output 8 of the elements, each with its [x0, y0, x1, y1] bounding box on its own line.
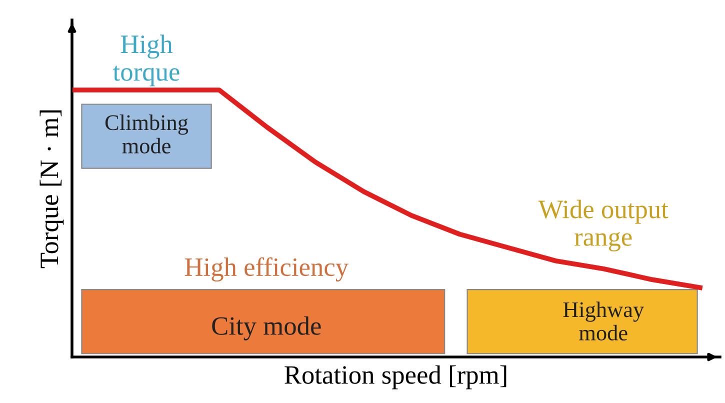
- annotation: High efficiency: [184, 257, 348, 282]
- text: High torque: [113, 34, 180, 86]
- annotation: Climbing mode: [105, 114, 188, 154]
- y-axis-title: Torque [N · m]: [40, 110, 64, 268]
- annotation: Wide output range: [538, 200, 668, 252]
- annotation: Highway mode: [563, 302, 644, 341]
- x-axis-title: Rotation speed [rpm]: [284, 365, 506, 390]
- annotation: City mode: [212, 316, 321, 340]
